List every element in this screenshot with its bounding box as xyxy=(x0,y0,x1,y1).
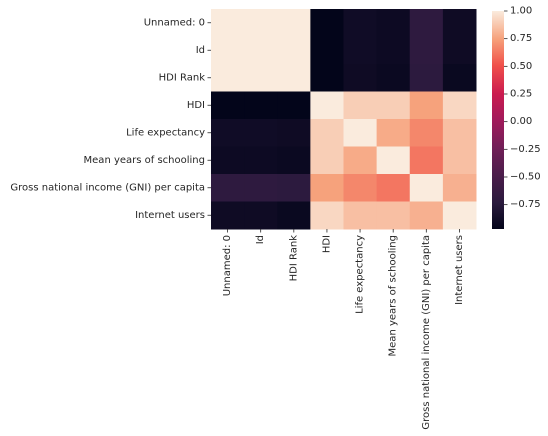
heatmap-cell xyxy=(442,174,477,202)
heatmap-cell xyxy=(343,64,378,92)
heatmap-cell xyxy=(442,146,477,175)
y-tick-label: Unnamed: 0 xyxy=(144,17,205,28)
heatmap-cell xyxy=(409,201,444,230)
x-tick-labels: Unnamed: 0 Id HDI Rank HDI Life expectancy Me… xyxy=(222,229,465,430)
y-tick-label: Id xyxy=(196,45,205,56)
heatmap-cell xyxy=(211,119,245,147)
heatmap-cell xyxy=(310,9,344,37)
colorbar-tick-label: −0.25 xyxy=(510,144,541,155)
heatmap-cell xyxy=(442,91,477,120)
heatmap-cell xyxy=(310,64,344,92)
heatmap-cell xyxy=(409,119,444,147)
heatmap-cell xyxy=(211,36,245,65)
heatmap-cell xyxy=(343,36,378,65)
heatmap-cell xyxy=(244,119,278,147)
heatmap-cell xyxy=(343,9,378,37)
y-tick-label: HDI Rank xyxy=(159,72,206,83)
colorbar-tick-label: 0.25 xyxy=(510,88,532,99)
x-tick-label: HDI Rank xyxy=(288,235,299,282)
heatmap-cell xyxy=(409,146,444,175)
heatmap-cell xyxy=(442,201,477,230)
heatmap-cell xyxy=(409,91,444,120)
heatmap-cell xyxy=(343,174,378,202)
y-tick-label: Internet users xyxy=(135,210,205,221)
heatmap-cell xyxy=(376,64,411,92)
y-tick-label: Gross national income (GNI) per capita xyxy=(10,182,205,193)
x-tick-label: Unnamed: 0 xyxy=(222,235,233,296)
heatmap-cell xyxy=(409,64,444,92)
heatmap-cell xyxy=(409,174,444,202)
heatmap-cell xyxy=(442,119,477,147)
x-tick-label: Life expectancy xyxy=(355,235,366,314)
heatmap-cell xyxy=(244,174,278,202)
colorbar xyxy=(492,11,504,229)
heatmap-cell xyxy=(310,36,344,65)
heatmap-cell xyxy=(310,119,344,147)
heatmap-cell xyxy=(343,119,378,147)
heatmap-cell xyxy=(277,174,311,202)
heatmap-cell xyxy=(343,146,378,175)
heatmap-cell xyxy=(244,201,278,230)
heatmap-cell xyxy=(277,201,311,230)
heatmap-cell xyxy=(277,119,311,147)
heatmap-cell xyxy=(277,64,311,92)
heatmap-cell xyxy=(409,36,444,65)
heatmap-cell xyxy=(211,64,245,92)
colorbar-tick-label: 0.00 xyxy=(510,116,532,127)
y-tick-labels: Unnamed: 0 Id HDI Rank HDI Life expectancy Me… xyxy=(10,17,211,221)
heatmap-cell xyxy=(310,146,344,175)
heatmap-cell xyxy=(376,36,411,65)
heatmap-cell xyxy=(442,9,477,37)
heatmap-cell xyxy=(211,174,245,202)
x-tick-label: Internet users xyxy=(454,235,465,305)
colorbar-tick-label: 0.75 xyxy=(510,33,532,44)
heatmap-cell xyxy=(376,146,411,175)
heatmap-cell xyxy=(277,146,311,175)
heatmap-cell xyxy=(211,146,245,175)
heatmap-cell xyxy=(277,91,311,120)
heatmap-cell xyxy=(442,36,477,65)
heatmap-cell xyxy=(244,36,278,65)
y-tick-label: Life expectancy xyxy=(126,127,205,138)
heatmap-cell xyxy=(277,9,311,37)
x-tick-label: Mean years of schooling xyxy=(388,235,399,356)
heatmap-cell xyxy=(376,9,411,37)
heatmap-cell xyxy=(376,174,411,202)
x-tick-label: HDI xyxy=(321,235,332,253)
colorbar-tick-label: 1.00 xyxy=(510,6,532,17)
x-tick-label: Id xyxy=(255,235,266,244)
heatmap-cell xyxy=(211,91,245,120)
y-tick-label: HDI xyxy=(187,100,205,111)
colorbar-tick-label: −0.50 xyxy=(510,171,541,182)
x-tick-label: Gross national income (GNI) per capita xyxy=(421,235,432,430)
colorbar-ticks: 1.00 0.75 0.50 0.25 0.00 −0.25 −0.50 −0.75 xyxy=(504,6,541,210)
heatmap-cell xyxy=(244,64,278,92)
heatmap-cell xyxy=(211,201,245,230)
heatmap-cell xyxy=(310,174,344,202)
colorbar-tick-label: 0.50 xyxy=(510,61,532,72)
heatmap-cell xyxy=(343,201,378,230)
heatmap-cell xyxy=(244,146,278,175)
heatmap-cell xyxy=(376,91,411,120)
heatmap-cells xyxy=(211,9,477,230)
heatmap-cell xyxy=(277,36,311,65)
heatmap-cell xyxy=(409,9,444,37)
heatmap-cell xyxy=(343,91,378,120)
heatmap-cell xyxy=(442,64,477,92)
heatmap-cell xyxy=(376,201,411,230)
heatmap-cell xyxy=(310,91,344,120)
heatmap-cell xyxy=(211,9,245,37)
heatmap-cell xyxy=(244,91,278,120)
y-tick-label: Mean years of schooling xyxy=(84,155,205,166)
heatmap-cell xyxy=(244,9,278,37)
heatmap-cell xyxy=(376,119,411,147)
heatmap-cell xyxy=(310,201,344,230)
colorbar-tick-label: −0.75 xyxy=(510,199,541,210)
